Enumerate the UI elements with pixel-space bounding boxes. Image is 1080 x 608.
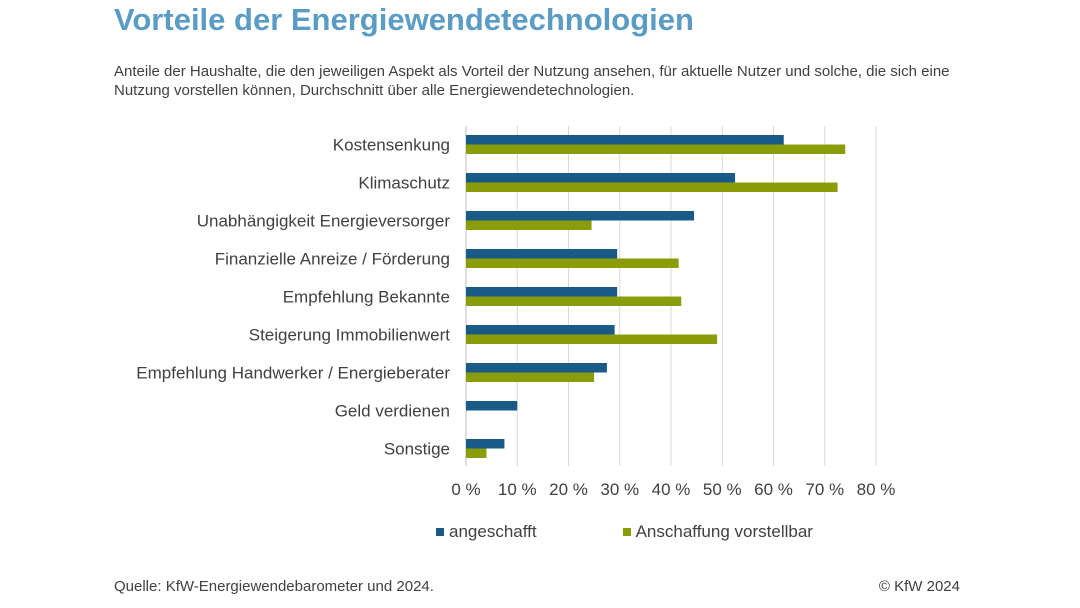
chart-title: Vorteile der Energiewendetechnologien — [114, 2, 694, 37]
legend-swatch-anschaffung-vorstellbar — [622, 528, 631, 536]
legend-item-angeschafft: angeschafft — [436, 522, 537, 542]
bar-angeschafft-klimaschutz — [466, 173, 736, 183]
chart-subtitle: Anteile der Haushalte, die den jeweilige… — [114, 63, 950, 99]
x-tick-label-7: 70 % — [805, 480, 844, 499]
bar-anschaffung-vorstellbar-klimaschutz — [466, 182, 838, 192]
legend-label-anschaffung-vorstellbar: Anschaffung vorstellbar — [635, 522, 813, 541]
bar-angeschafft-finanzielle-anreize-foerderung — [466, 249, 618, 259]
x-tick-label-1: 10 % — [498, 480, 537, 499]
bar-angeschafft-geld-verdienen — [466, 401, 518, 411]
bar-angeschafft-kostensenkung — [466, 135, 784, 145]
category-label-klimaschutz: Klimaschutz — [358, 174, 450, 193]
legend-label-angeschafft: angeschafft — [449, 522, 537, 541]
bar-angeschafft-empfehlung-handwerker-energieberater — [466, 363, 607, 373]
bar-angeschafft-steigerung-immobilienwert — [466, 325, 615, 335]
x-tick-label-5: 50 % — [703, 480, 742, 499]
category-label-kostensenkung: Kostensenkung — [333, 136, 450, 155]
x-tick-label-0: 0 % — [451, 480, 480, 499]
bar-anschaffung-vorstellbar-kostensenkung — [466, 144, 846, 154]
x-tick-label-8: 80 % — [857, 480, 896, 499]
bars — [466, 135, 846, 458]
legend: angeschafft Anschaffung vorstellbar — [436, 522, 813, 542]
category-label-finanzielle-anreize-foerderung: Finanzielle Anreize / Förderung — [215, 250, 450, 269]
category-label-geld-verdienen: Geld verdienen — [335, 402, 450, 421]
category-label-sonstige: Sonstige — [384, 440, 450, 459]
bar-anschaffung-vorstellbar-finanzielle-anreize-foerderung — [466, 258, 679, 268]
x-tick-label-6: 60 % — [754, 480, 793, 499]
bar-anschaffung-vorstellbar-sonstige — [466, 448, 487, 458]
bar-anschaffung-vorstellbar-unabhaengigkeit-energieversorger — [466, 220, 592, 230]
category-labels: Kostensenkung Klimaschutz Unabhängigkeit E… — [136, 136, 450, 459]
bar-anschaffung-vorstellbar-empfehlung-bekannte — [466, 296, 682, 306]
bar-anschaffung-vorstellbar-steigerung-immobilienwert — [466, 334, 718, 344]
x-tick-label-4: 40 % — [652, 480, 691, 499]
copyright-note: © KfW 2024 — [878, 578, 960, 595]
category-label-empfehlung-bekannte: Empfehlung Bekannte — [283, 288, 450, 307]
bar-angeschafft-unabhaengigkeit-energieversorger — [466, 211, 695, 221]
bar-anschaffung-vorstellbar-empfehlung-handwerker-energieberater — [466, 372, 595, 382]
legend-item-anschaffung-vorstellbar: Anschaffung vorstellbar — [622, 522, 813, 542]
category-label-empfehlung-handwerker-energieberater: Empfehlung Handwerker / Energieberater — [136, 364, 450, 383]
legend-swatch-angeschafft — [436, 528, 444, 536]
bar-angeschafft-sonstige — [466, 439, 505, 449]
source-note: Quelle: KfW-Energiewendebarometer und 20… — [114, 578, 434, 595]
category-label-steigerung-immobilienwert: Steigerung Immobilienwert — [249, 326, 451, 345]
bar-angeschafft-empfehlung-bekannte — [466, 287, 618, 297]
x-tick-label-2: 20 % — [549, 480, 588, 499]
x-tick-labels: 0 % 10 % 20 % 30 % 40 % 50 % 60 % 70 % 80 % — [451, 480, 895, 499]
x-tick-label-3: 30 % — [600, 480, 639, 499]
category-label-unabhaengigkeit-energieversorger: Unabhängigkeit Energieversorger — [197, 212, 451, 231]
